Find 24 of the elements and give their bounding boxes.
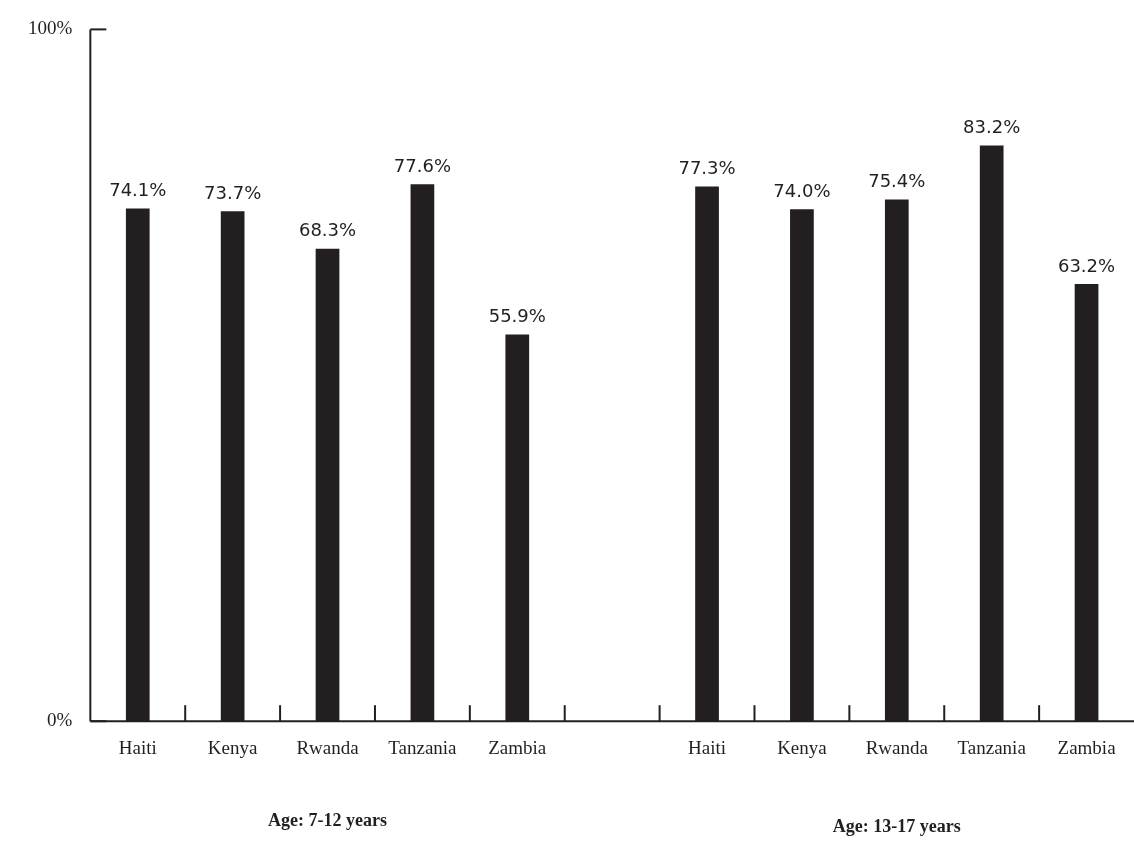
data-label: 83.2% — [963, 116, 1021, 138]
x-tick-label: Zambia — [1057, 736, 1117, 758]
data-label: 63.2% — [1057, 254, 1116, 276]
x-tick-label: Kenya — [207, 736, 258, 758]
data-label: 75.4% — [868, 170, 926, 192]
text: Age: 7-12 years — [268, 809, 388, 830]
data-label: 77.6% — [393, 155, 451, 177]
data-label: 77.3% — [678, 157, 736, 179]
x-tick-label: Zambia — [488, 736, 547, 758]
x-tick-label: Rwanda — [865, 736, 929, 758]
x-tick-label: Haiti — [688, 736, 727, 758]
y-tick-label: 0% — [47, 709, 73, 731]
data-label: 73.7% — [204, 182, 262, 204]
data-label: 74.1% — [109, 179, 167, 201]
data-label: 55.9% — [488, 305, 546, 327]
x-tick-label: Haiti — [118, 736, 157, 758]
data-label: 68.3% — [298, 219, 357, 241]
x-tick-label: Rwanda — [296, 736, 360, 758]
y-tick-label: 100% — [28, 17, 73, 39]
x-tick-label: Kenya — [777, 736, 828, 758]
x-tick-label: Tanzania — [957, 736, 1027, 758]
x-tick-label: Tanzania — [388, 736, 458, 758]
data-label: 74.0% — [773, 179, 831, 201]
text: Age: 13-17 years — [832, 815, 961, 836]
